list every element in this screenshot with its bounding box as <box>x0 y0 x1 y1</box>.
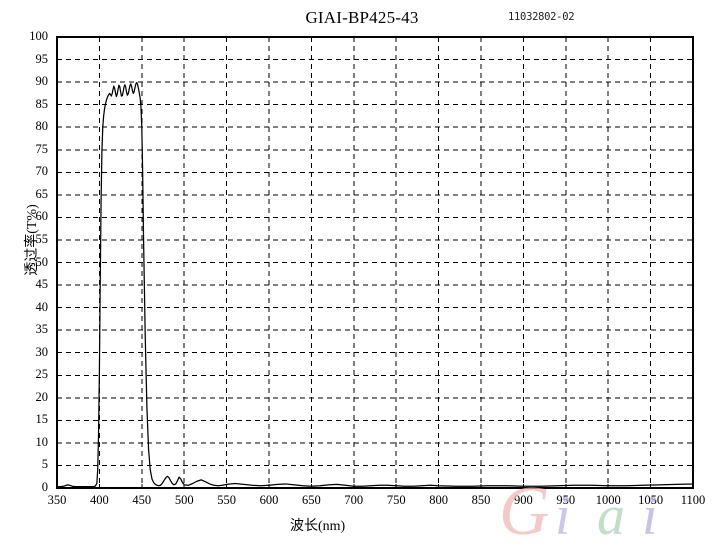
gridlines <box>57 37 693 488</box>
y-axis-tick-100: 100 <box>29 29 48 43</box>
y-axis-tick-45: 45 <box>35 277 49 292</box>
x-axis-tick-850: 850 <box>471 493 491 507</box>
x-axis-tick-350: 350 <box>47 493 67 507</box>
y-axis-tick-0: 0 <box>41 480 48 494</box>
y-axis-tick-90: 90 <box>35 74 49 89</box>
y-axis-tick-95: 95 <box>35 51 49 66</box>
y-axis-tick-40: 40 <box>35 299 49 314</box>
x-axis-tick-700: 700 <box>344 493 364 507</box>
x-axis-label: 波长(nm) <box>290 519 346 534</box>
x-axis-tick-500: 500 <box>174 493 194 507</box>
x-axis-tick-1100: 1100 <box>680 493 706 507</box>
chart-title: GIAI-BP425-43 <box>305 8 419 27</box>
y-axis-tick-15: 15 <box>35 412 49 427</box>
y-axis-tick-20: 20 <box>35 389 49 404</box>
y-axis-tick-25: 25 <box>35 367 49 382</box>
y-axis-tick-5: 5 <box>41 457 48 472</box>
x-axis-tick-650: 650 <box>302 493 321 507</box>
x-axis-tick-800: 800 <box>429 493 448 507</box>
y-axis-tick-80: 80 <box>35 119 49 134</box>
y-axis-tick-70: 70 <box>35 164 49 179</box>
x-axis-tick-600: 600 <box>259 493 279 507</box>
y-axis-tick-65: 65 <box>35 186 49 201</box>
x-axis-tick-550: 550 <box>217 493 236 507</box>
x-axis-tick-450: 450 <box>132 493 152 507</box>
y-axis-tick-35: 35 <box>35 322 49 337</box>
x-axis-tick-950: 950 <box>556 493 576 507</box>
y-axis-tick-55: 55 <box>35 231 49 246</box>
x-axis-tick-1050: 1050 <box>638 493 664 507</box>
y-axis-tick-10: 10 <box>35 434 49 449</box>
serial-number-label: 11032802-02 <box>508 11 575 23</box>
y-axis-tick-85: 85 <box>35 96 49 111</box>
x-axis-tick-400: 400 <box>90 493 109 507</box>
y-axis-tick-30: 30 <box>35 344 49 359</box>
y-axis-tick-50: 50 <box>35 254 49 269</box>
x-axis-tick-750: 750 <box>386 493 406 507</box>
x-axis-tick-900: 900 <box>514 493 533 507</box>
y-axis-tick-60: 60 <box>35 209 49 224</box>
y-axis-tick-75: 75 <box>35 141 49 156</box>
x-axis-tick-1000: 1000 <box>595 493 621 507</box>
transmission-curve <box>56 81 694 488</box>
